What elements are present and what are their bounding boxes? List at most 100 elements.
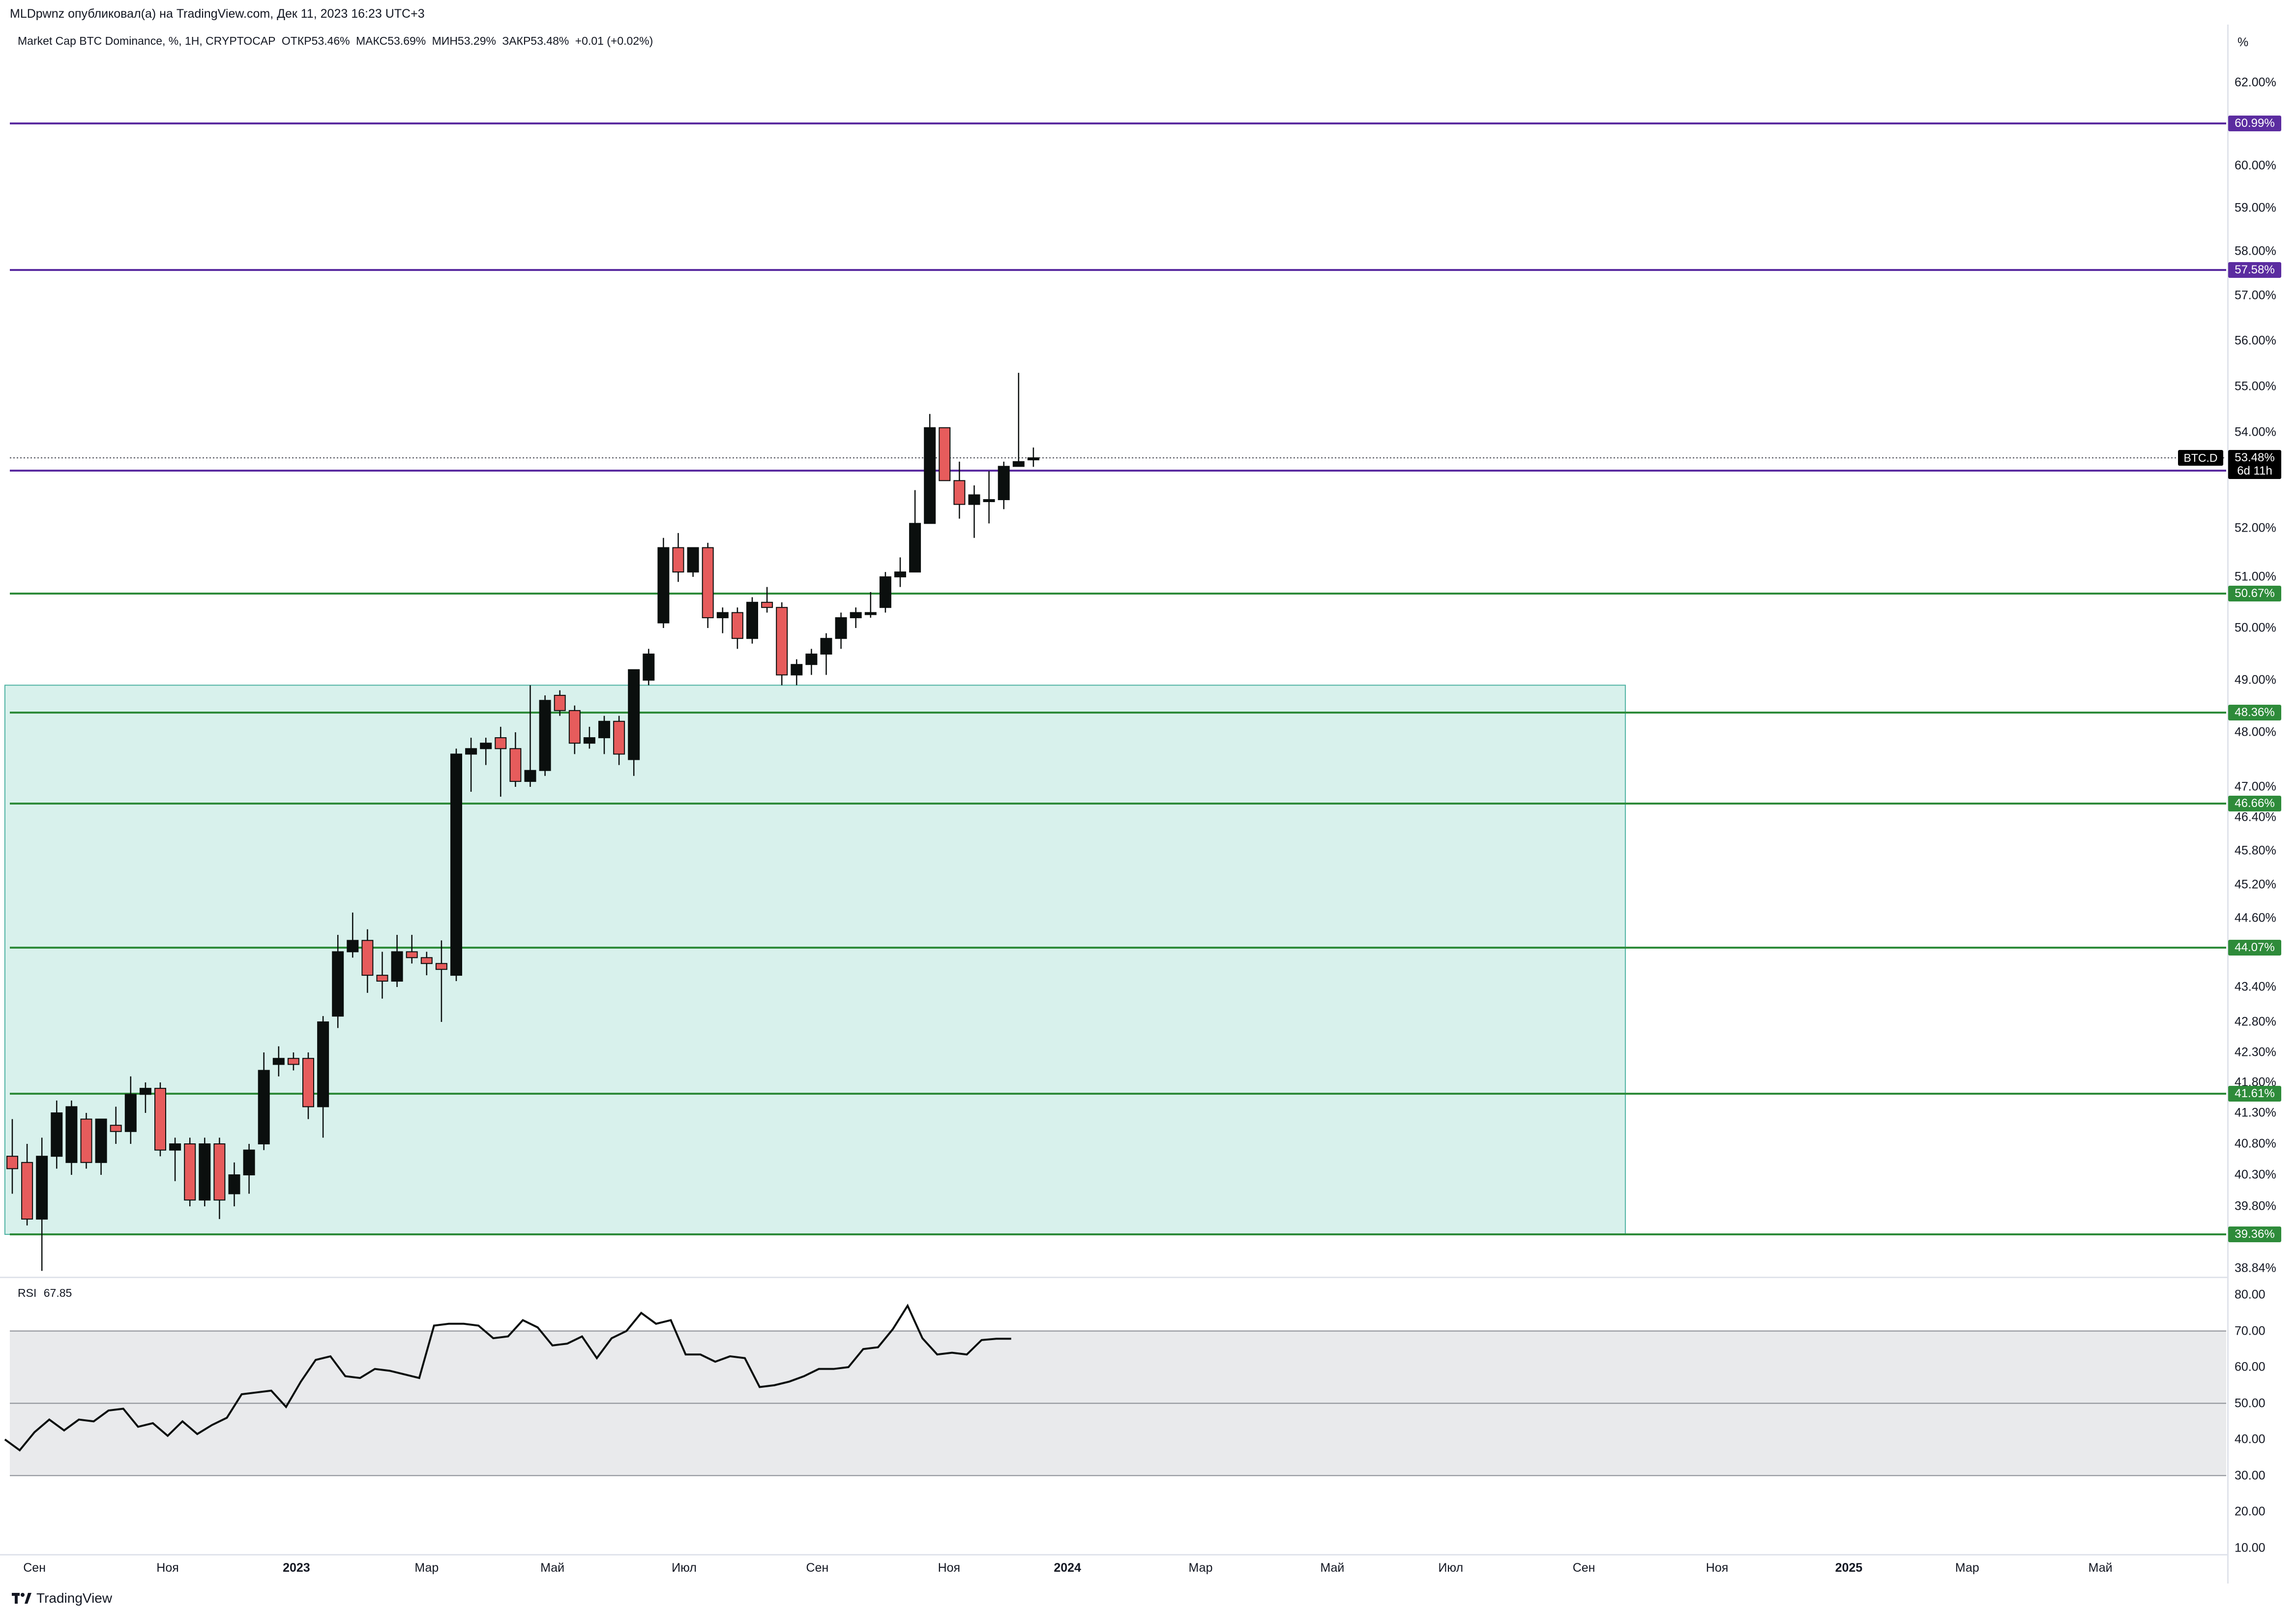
candle-body [347, 940, 359, 953]
candle-body [65, 1106, 78, 1163]
candle-body [465, 748, 477, 755]
candle-body [1027, 457, 1039, 460]
ohlc-high: МАКС53.69% [355, 34, 426, 47]
price-tick: 57.00% [2235, 288, 2276, 302]
candle-body [864, 612, 877, 615]
level-price-label: 46.66% [2228, 796, 2281, 811]
candle-body [332, 951, 344, 1017]
candle-body [568, 710, 581, 744]
symbol-description[interactable]: Market Cap BTC Dominance, %, 1Н, CRYPTOC… [18, 34, 276, 47]
price-tick: 46.40% [2235, 810, 2276, 824]
candle-body [6, 1156, 18, 1169]
symbol-header: Market Cap BTC Dominance, %, 1Н, CRYPTOC… [18, 34, 656, 48]
candle-body [95, 1118, 107, 1163]
candle-body [110, 1125, 122, 1132]
candle-body [406, 951, 418, 958]
price-tick: 59.00% [2235, 201, 2276, 215]
price-tick: 50.00% [2235, 621, 2276, 635]
ohlc-open: ОТКР53.46% [281, 34, 350, 47]
candle-body [613, 720, 625, 755]
time-tick: Мар [1188, 1561, 1213, 1575]
candle-body [643, 654, 655, 681]
tradingview-brand[interactable]: TradingView [12, 1590, 112, 1606]
bar-countdown-label: 6d 11h [2228, 463, 2281, 479]
candle-body [776, 607, 788, 676]
candle-body [983, 499, 995, 502]
ohlc-close: ЗАКР53.48% [502, 34, 569, 47]
rsi-tick: 70.00 [2235, 1324, 2266, 1338]
candle-body [894, 571, 906, 577]
price-tick: 40.80% [2235, 1136, 2276, 1151]
rsi-tick: 20.00 [2235, 1504, 2266, 1519]
price-tick: 51.00% [2235, 569, 2276, 584]
price-axis-unit[interactable]: % [2237, 35, 2249, 49]
candle-body [80, 1118, 92, 1163]
candle-body [998, 466, 1010, 500]
candle-body [909, 523, 921, 573]
candle-body [924, 427, 936, 524]
time-tick: Ноя [1706, 1561, 1729, 1575]
publisher-line: MLDpwnz опубликовал(а) на TradingView.co… [10, 7, 425, 21]
candle-body [791, 664, 803, 676]
level-price-label: 41.61% [2228, 1086, 2281, 1102]
rsi-tick: 30.00 [2235, 1468, 2266, 1482]
time-tick: 2025 [1835, 1561, 1863, 1575]
candle-body [272, 1058, 285, 1065]
price-axis-border [2227, 25, 2229, 1584]
candle-body [850, 612, 862, 619]
price-tick: 40.30% [2235, 1167, 2276, 1182]
time-tick: Июл [672, 1561, 697, 1575]
candle-body [702, 547, 714, 619]
time-tick: Май [2088, 1561, 2113, 1575]
price-tick: 41.30% [2235, 1106, 2276, 1120]
time-tick: Сен [1572, 1561, 1595, 1575]
level-price-label: 44.07% [2228, 940, 2281, 956]
price-tick: 55.00% [2235, 379, 2276, 393]
price-tick: 48.00% [2235, 725, 2276, 739]
price-tick: 39.80% [2235, 1199, 2276, 1213]
ohlc-change: +0.01 (+0.02%) [575, 34, 653, 47]
candle-body [539, 700, 551, 771]
candle-body [317, 1021, 329, 1107]
price-tick: 47.00% [2235, 779, 2276, 794]
level-price-label: 39.36% [2228, 1226, 2281, 1242]
time-tick: 2024 [1054, 1561, 1081, 1575]
candle-body [805, 654, 818, 665]
candle-body [435, 963, 447, 970]
level-price-label: 60.99% [2228, 116, 2281, 131]
price-tick: 52.00% [2235, 521, 2276, 535]
time-tick: Май [540, 1561, 565, 1575]
candle-body [184, 1143, 196, 1201]
candle-body [672, 547, 684, 573]
candle-body [258, 1070, 270, 1145]
rsi-tick: 40.00 [2235, 1432, 2266, 1446]
candle-body [420, 957, 433, 964]
candle-body [939, 427, 951, 481]
support-zone [4, 685, 1626, 1235]
rsi-legend[interactable]: RSI 67.85 [18, 1286, 72, 1300]
candle-body [213, 1143, 226, 1201]
price-tick: 45.80% [2235, 843, 2276, 858]
candle-body [495, 737, 507, 749]
candle-body [169, 1143, 181, 1151]
candle-body [243, 1149, 255, 1176]
candle-body [480, 743, 492, 749]
rsi-title: RSI [18, 1286, 37, 1299]
time-axis-border [0, 1554, 2227, 1555]
candle-body [450, 753, 462, 976]
candle-body [628, 669, 640, 760]
time-tick: Ноя [938, 1561, 961, 1575]
candle-body [124, 1094, 137, 1132]
candle-body [361, 940, 374, 976]
pane-separator[interactable] [0, 1277, 2227, 1278]
brand-name: TradingView [36, 1590, 113, 1606]
candle-body [820, 638, 832, 655]
rsi-tick: 50.00 [2235, 1396, 2266, 1410]
candle-body [509, 748, 522, 782]
candle-body [953, 480, 966, 505]
level-price-label: 57.58% [2228, 262, 2281, 278]
candle-body [657, 547, 670, 624]
ohlc-low: МИН53.29% [432, 34, 496, 47]
candle-body [51, 1112, 63, 1157]
